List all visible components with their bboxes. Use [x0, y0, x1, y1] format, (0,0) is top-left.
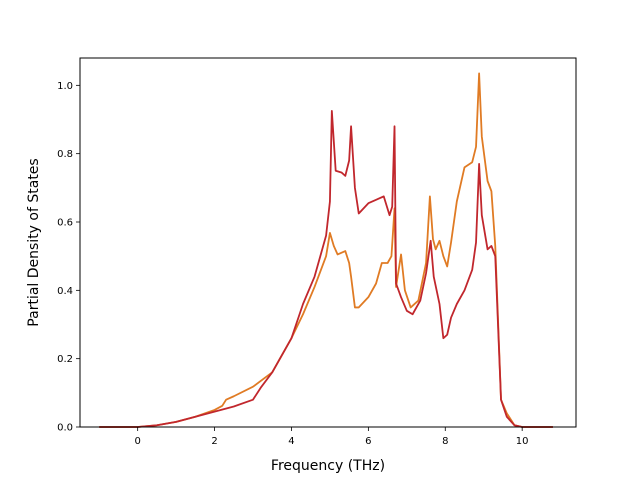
x-tick-label: 4 — [288, 436, 294, 447]
series-line-2 — [99, 110, 553, 428]
y-tick-label: 0.0 — [57, 423, 73, 434]
x-tick-label: 2 — [211, 436, 217, 447]
y-tick-label: 0.6 — [57, 218, 73, 229]
y-tick-label: 1.0 — [57, 81, 73, 92]
x-tick-label: 10 — [516, 436, 529, 447]
series-line-1 — [99, 72, 553, 428]
y-tick-label: 0.4 — [57, 286, 73, 297]
y-tick-label: 0.2 — [57, 354, 73, 365]
x-axis-label: Frequency (THz) — [271, 458, 385, 474]
x-tick-label: 0 — [134, 436, 140, 447]
x-axis-ticks: 0 2 4 6 8 10 — [134, 427, 529, 447]
x-tick-label: 8 — [442, 436, 448, 447]
series-layer — [99, 72, 553, 428]
y-axis-ticks: 0.0 0.2 0.4 0.6 0.8 1.0 — [57, 81, 80, 434]
x-tick-label: 6 — [365, 436, 371, 447]
y-axis-label: Partial Density of States — [26, 158, 42, 326]
plot-frame — [79, 57, 577, 428]
y-tick-label: 0.8 — [57, 149, 73, 160]
